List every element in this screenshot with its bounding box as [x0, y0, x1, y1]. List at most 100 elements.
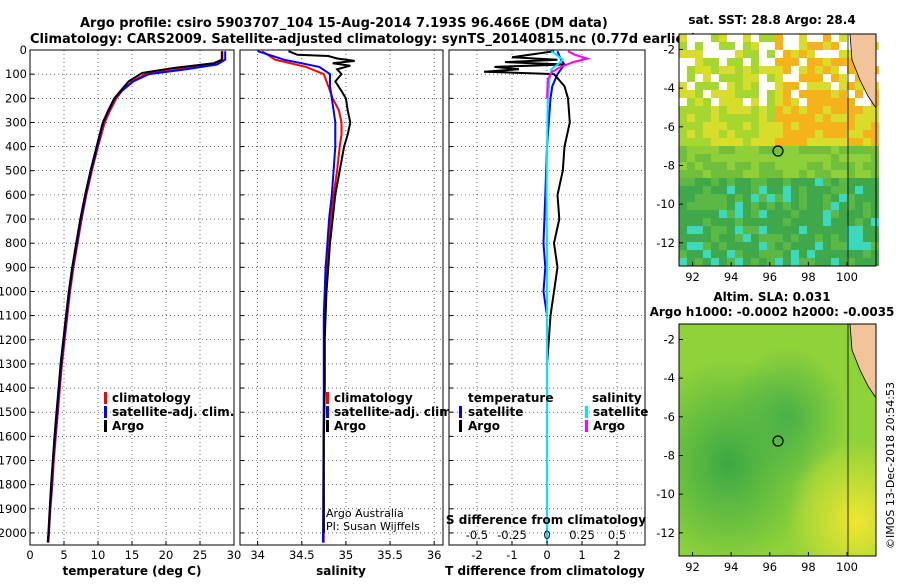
sst-cell: [775, 242, 783, 250]
sst-cell: [847, 66, 855, 74]
map-y-tick-label: -4: [664, 371, 675, 385]
sst-cell: [855, 210, 863, 218]
sst-cell: [815, 194, 823, 202]
sst-cell: [799, 34, 807, 42]
sst-cell: [751, 234, 759, 242]
sst-cell: [719, 242, 727, 250]
sst-cell: [807, 66, 815, 74]
sst-cell: [831, 250, 839, 258]
sst-cell: [751, 98, 759, 106]
sst-cell: [871, 130, 879, 138]
sst-cell: [847, 242, 855, 250]
sst-cell: [735, 218, 743, 226]
sst-cell: [847, 178, 855, 186]
sst-cell: [719, 138, 727, 146]
sst-cell: [839, 234, 847, 242]
sst-cell: [711, 242, 719, 250]
sst-cell: [783, 98, 791, 106]
sst-cell: [743, 66, 751, 74]
sst-cell: [807, 146, 815, 154]
sst-cell: [727, 218, 735, 226]
sst-cell: [687, 202, 695, 210]
sst-cell: [743, 146, 751, 154]
sst-cell: [839, 74, 847, 82]
sst-cell: [687, 194, 695, 202]
sst-cell: [855, 138, 863, 146]
sst-cell: [847, 258, 855, 266]
sst-cell: [799, 194, 807, 202]
sst-cell: [743, 50, 751, 58]
sst-cell: [719, 66, 727, 74]
sst-cell: [695, 98, 703, 106]
sst-cell: [839, 34, 847, 42]
sst-cell: [735, 178, 743, 186]
sst-cell: [679, 178, 687, 186]
sst-cell: [823, 82, 831, 90]
sst-cell: [687, 226, 695, 234]
sst-cell: [823, 242, 831, 250]
sst-cell: [799, 210, 807, 218]
map-y-tick-label: -6: [664, 410, 675, 424]
sst-cell: [791, 130, 799, 138]
sst-cell: [807, 106, 815, 114]
sst-cell: [863, 154, 871, 162]
y-tick-label: 400: [5, 140, 27, 154]
sst-cell: [847, 106, 855, 114]
y-tick-label: 1600: [0, 429, 27, 443]
sst-cell: [743, 250, 751, 258]
sst-cell: [719, 218, 727, 226]
sst-cell: [831, 98, 839, 106]
sst-cell: [711, 106, 719, 114]
sst-cell: [735, 146, 743, 154]
sst-cell: [735, 250, 743, 258]
sst-cell: [695, 202, 703, 210]
sst-cell: [807, 82, 815, 90]
sst-cell: [855, 202, 863, 210]
sst-cell: [759, 202, 767, 210]
sst-cell: [695, 186, 703, 194]
sst-cell: [727, 162, 735, 170]
sst-cell: [839, 82, 847, 90]
sst-cell: [799, 146, 807, 154]
sst-cell: [823, 42, 831, 50]
sst-cell: [679, 130, 687, 138]
sst-cell: [783, 66, 791, 74]
sst-cell: [839, 122, 847, 130]
sst-cell: [727, 130, 735, 138]
sst-cell: [703, 218, 711, 226]
title-line-2: Climatology: CARS2009. Satellite-adjuste…: [30, 32, 697, 47]
map-y-tick-label: -10: [656, 197, 675, 211]
sst-cell: [703, 186, 711, 194]
salinity-legend: climatology satellite-adj. clim. Argo: [326, 391, 456, 433]
sst-cell: [767, 202, 775, 210]
sst-cell: [703, 170, 711, 178]
sst-cell: [855, 154, 863, 162]
sst-cell: [783, 210, 791, 218]
series-line: [546, 50, 592, 99]
sst-cell: [791, 162, 799, 170]
sst-cell: [807, 194, 815, 202]
sst-cell: [855, 218, 863, 226]
sst-cell: [759, 234, 767, 242]
sst-cell: [759, 154, 767, 162]
legend-argo: Argo: [334, 419, 366, 433]
x2-tick-label: 0.25: [569, 528, 595, 542]
sst-cell: [703, 74, 711, 82]
y-tick-label: 1100: [0, 309, 27, 323]
sst-cell: [823, 66, 831, 74]
sst-cell: [695, 258, 703, 266]
sst-cell: [815, 66, 823, 74]
map-y-tick-label: -6: [664, 120, 675, 134]
sst-cell: [759, 250, 767, 258]
sst-cell: [831, 194, 839, 202]
sst-cell: [791, 250, 799, 258]
sst-cell: [855, 242, 863, 250]
sst-cell: [735, 258, 743, 266]
sst-cell: [799, 114, 807, 122]
sst-cell: [751, 162, 759, 170]
sst-cell: [855, 106, 863, 114]
sst-cell: [839, 50, 847, 58]
sst-cell: [735, 50, 743, 58]
sst-cell: [751, 186, 759, 194]
